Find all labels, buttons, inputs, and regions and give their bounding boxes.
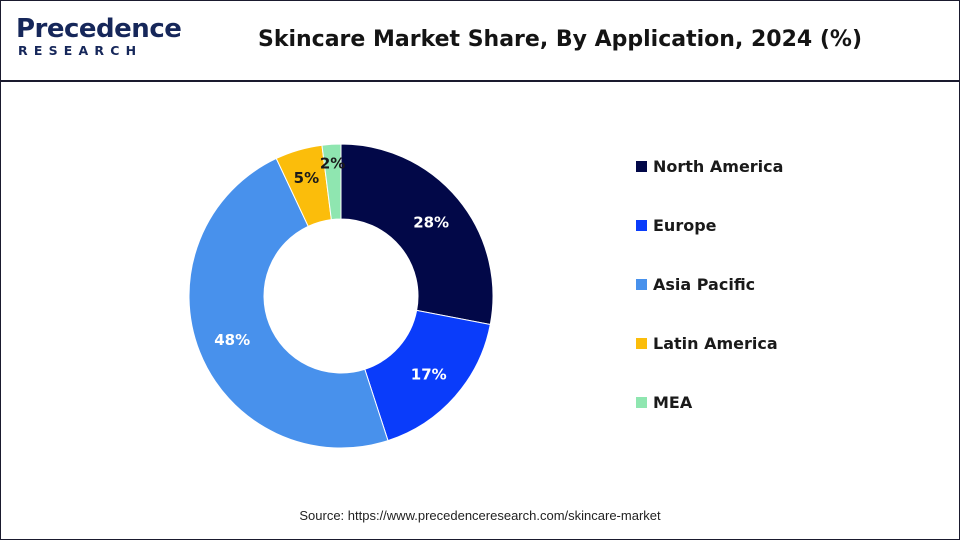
- legend-label: North America: [653, 156, 784, 176]
- source-note: Source: https://www.precedenceresearch.c…: [299, 508, 661, 523]
- donut-chart: 28% 17% 48% 5%2%: [188, 143, 494, 449]
- chart-title: Skincare Market Share, By Application, 2…: [257, 27, 862, 52]
- legend-item-north-america: North America: [636, 155, 783, 177]
- legend-label: Europe: [653, 215, 717, 235]
- slice-label-europe: 17%: [411, 365, 447, 383]
- legend-swatch: [636, 160, 647, 172]
- legend-item-europe: Europe: [636, 214, 717, 236]
- legend-item-asia-pacific: Asia Pacific: [636, 273, 755, 295]
- slice-asia-pacific: [188, 157, 389, 449]
- slice-north-america: [340, 143, 494, 326]
- legend-label: Latin America: [653, 333, 778, 353]
- slice-label-mea: 2%: [320, 154, 345, 172]
- legend-swatch: [636, 219, 647, 231]
- header: Precedence RESEARCH Skincare Market Shar…: [0, 0, 960, 82]
- legend-item-latin-america: Latin America: [636, 332, 778, 354]
- legend-label: Asia Pacific: [653, 274, 756, 294]
- legend-swatch: [636, 396, 647, 408]
- legend-label: MEA: [653, 392, 693, 412]
- slice-label-asia-pacific: 48%: [214, 331, 250, 349]
- slice-label-latin-america: 5%: [294, 169, 319, 187]
- slice-label-north-america: 28%: [413, 213, 449, 231]
- brand-logo: Precedence RESEARCH: [16, 14, 182, 66]
- logo-wordmark: Precedence: [16, 14, 182, 44]
- legend-swatch: [636, 278, 647, 290]
- slice-mea: [321, 143, 342, 221]
- legend-swatch: [636, 337, 647, 349]
- logo-subtitle: RESEARCH: [18, 43, 143, 58]
- legend-item-mea: MEA: [636, 391, 692, 413]
